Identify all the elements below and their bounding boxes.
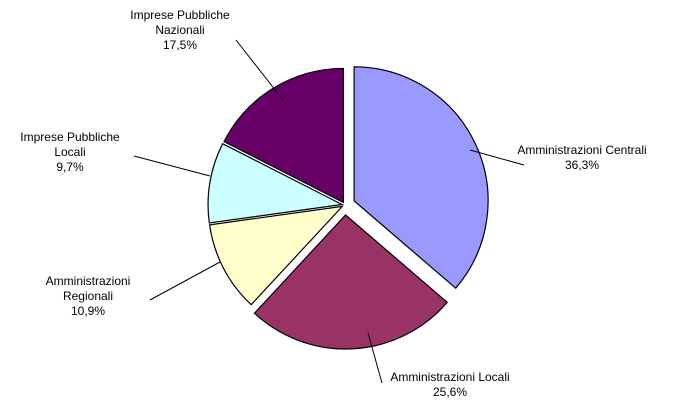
category-name: Amministrazioni Centrali xyxy=(517,143,647,157)
pie-slice xyxy=(253,214,449,350)
value-label: 25,6% xyxy=(432,385,468,399)
pie-slice xyxy=(208,205,344,306)
category-name: Imprese Pubbliche Nazionali xyxy=(130,8,230,37)
slice-label: Imprese Pubbliche Nazionali 17,5% xyxy=(115,8,245,53)
leader-line xyxy=(133,155,211,177)
leader-line xyxy=(367,332,383,384)
category-name: Imprese Pubbliche Locali xyxy=(20,130,120,159)
slice-label: Amministrazioni Locali 25,6% xyxy=(375,370,525,400)
value-label: 36,3% xyxy=(564,158,600,172)
slice-label: Amministrazioni Regionali 10,9% xyxy=(38,274,138,319)
pie-slice xyxy=(353,66,489,290)
leader-line xyxy=(149,261,221,301)
value-label: 9,7% xyxy=(56,160,84,174)
category-name: Amministrazioni Locali xyxy=(390,370,510,384)
leader-line xyxy=(235,39,284,101)
value-label: 10,9% xyxy=(70,304,106,318)
pie-slice xyxy=(207,142,345,224)
leader-line xyxy=(469,149,525,166)
slice-label: Amministrazioni Centrali 36,3% xyxy=(507,143,657,173)
category-name: Amministrazioni Regionali xyxy=(45,274,131,303)
value-label: 17,5% xyxy=(162,38,198,52)
slice-label: Imprese Pubbliche Locali 9,7% xyxy=(5,130,135,175)
